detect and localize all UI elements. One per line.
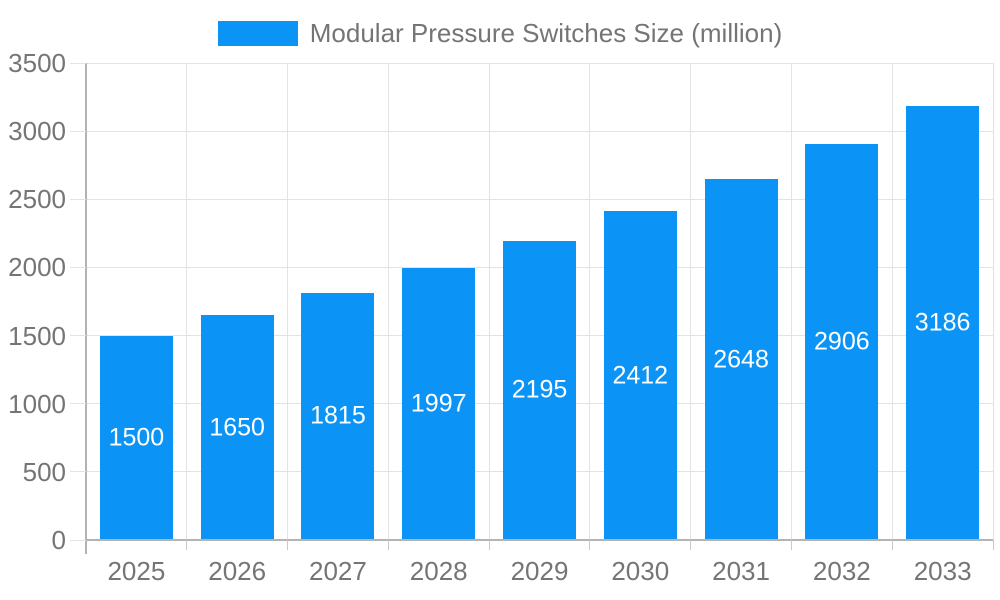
x-tick (790, 540, 792, 550)
y-tick-label: 1000 (8, 388, 66, 419)
x-tick (287, 540, 289, 550)
x-category-label-2033: 2033 (913, 556, 972, 586)
bar-value-label: 2412 (612, 361, 669, 390)
y-tick (70, 335, 86, 337)
y-tick-label: 2000 (8, 252, 66, 283)
v-gridline (690, 63, 692, 540)
y-tick-label: 3000 (8, 116, 66, 147)
y-tick (70, 198, 86, 200)
bar-value-label: 2906 (814, 327, 870, 356)
y-tick (70, 62, 86, 64)
bar-2031[interactable]: 2648 (704, 179, 778, 540)
bar-value-label: 1650 (209, 413, 265, 442)
x-tick (387, 540, 389, 550)
v-gridline (790, 63, 792, 540)
y-tick (70, 130, 86, 132)
y-tick-label: 0 (51, 525, 66, 555)
bar-value-label: 1815 (310, 401, 366, 430)
y-tick (70, 539, 86, 541)
bar-2026[interactable]: 1650 (200, 315, 274, 540)
v-gridline (186, 63, 188, 540)
y-tick (70, 403, 86, 405)
x-category-label-2029: 2029 (510, 556, 569, 586)
v-gridline (891, 63, 893, 540)
bar-2033[interactable]: 3186 (906, 105, 980, 540)
x-category-label-2025: 2025 (107, 556, 166, 586)
v-gridline (992, 63, 994, 540)
h-gridline (86, 198, 993, 200)
h-gridline (86, 62, 993, 64)
x-tick (690, 540, 692, 550)
y-tick-label: 3500 (8, 48, 66, 78)
y-tick-label: 500 (22, 456, 66, 487)
x-category-label-2032: 2032 (812, 556, 871, 586)
h-gridline (86, 130, 993, 132)
y-tick (70, 471, 86, 473)
bar-2032[interactable]: 2906 (805, 143, 879, 540)
x-tick (891, 540, 893, 550)
bar-value-label: 1997 (410, 389, 467, 418)
x-tick (186, 540, 188, 550)
x-axis-line (85, 539, 993, 541)
v-gridline (488, 63, 490, 540)
x-tick (992, 540, 994, 550)
bar-value-label: 3186 (914, 308, 971, 337)
x-category-label-2030: 2030 (611, 556, 670, 586)
bar-2028[interactable]: 1997 (402, 267, 476, 540)
bar-value-label: 2648 (713, 345, 769, 374)
bar-2029[interactable]: 2195 (503, 240, 576, 540)
v-gridline (287, 63, 289, 540)
x-tick (488, 540, 490, 550)
x-category-label-2031: 2031 (712, 556, 770, 586)
x-category-label-2027: 2027 (309, 556, 367, 586)
bar-2030[interactable]: 2412 (603, 211, 677, 540)
legend-swatch-icon (217, 20, 298, 46)
y-tick-label: 1500 (8, 320, 66, 351)
x-tick (589, 540, 591, 550)
bar-value-label: 2195 (511, 375, 568, 404)
bar-value-label: 1500 (108, 423, 165, 452)
y-tick (70, 266, 86, 268)
legend[interactable]: Modular Pressure Switches Size (million) (0, 20, 1000, 46)
y-axis-line (85, 63, 87, 554)
y-tick-label: 2500 (8, 184, 66, 215)
v-gridline (387, 63, 389, 540)
x-category-label-2026: 2026 (208, 556, 267, 586)
plot-area: 1500 1650 1815 1997 2195 2412 2648 2906 3186 (85, 62, 994, 554)
bar-2025[interactable]: 1500 (99, 335, 173, 540)
bar-2027[interactable]: 1815 (301, 292, 375, 540)
v-gridline (589, 63, 591, 540)
x-category-label-2028: 2028 (409, 556, 468, 586)
legend-label: Modular Pressure Switches Size (million) (309, 18, 783, 48)
